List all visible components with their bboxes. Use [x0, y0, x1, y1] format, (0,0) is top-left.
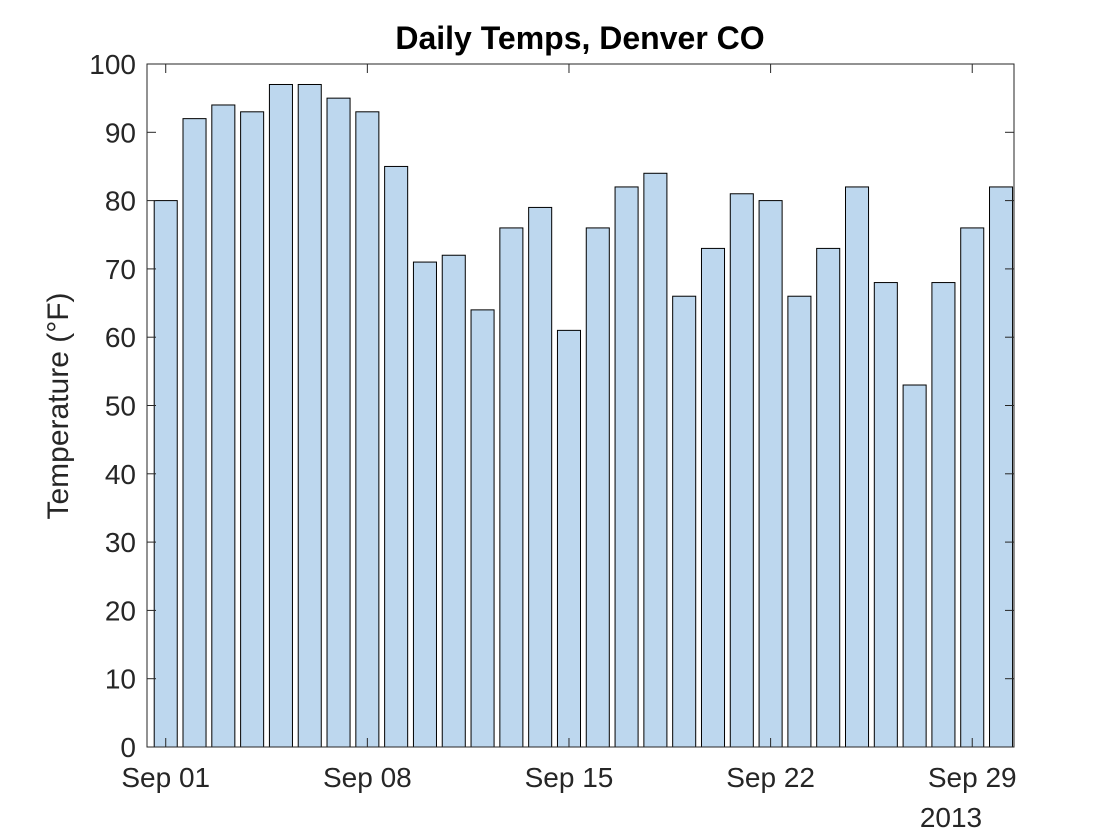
bar: [989, 186, 1014, 748]
bar: [700, 247, 726, 748]
x-tick-label: Sep 08: [323, 762, 412, 793]
bar: [585, 227, 610, 748]
y-tick-label: 60: [105, 322, 136, 353]
y-tick-label: 0: [120, 732, 136, 763]
y-tick-label: 30: [105, 527, 136, 558]
bar: [326, 97, 351, 748]
x-tick-label: Sep 15: [525, 762, 614, 793]
x-tick-labels: Sep 01 Sep 08 Sep 15 Sep 22 Sep 29: [121, 762, 1016, 793]
bar: [643, 172, 668, 748]
bar: [470, 309, 495, 748]
y-tick-labels: 0 10 20 30 40 50 60 70 80 90 100: [89, 49, 136, 763]
y-tick-label: 50: [105, 391, 136, 422]
bar: [931, 282, 956, 748]
y-tick-label: 80: [105, 186, 136, 217]
y-tick-label: 90: [105, 117, 136, 148]
x-tick-label: Sep 29: [928, 762, 1017, 793]
bar: [240, 111, 265, 748]
bar: [528, 206, 553, 748]
y-tick-label: 40: [105, 459, 136, 490]
bar: [268, 83, 293, 748]
bar: [297, 83, 322, 748]
y-tick-label: 70: [105, 254, 136, 285]
y-tick-label: 20: [105, 595, 136, 626]
bar: [556, 329, 582, 748]
y-tick-label: 100: [89, 49, 136, 80]
bar: [153, 200, 178, 748]
bar: [845, 186, 870, 748]
bar: [441, 254, 466, 748]
bar: [614, 186, 639, 748]
bar: [960, 227, 985, 748]
bar: [211, 104, 236, 748]
bar: [729, 193, 754, 748]
x-tick-label: Sep 01: [121, 762, 210, 793]
bar: [873, 282, 898, 748]
bar: [384, 165, 409, 748]
bar: [499, 227, 524, 748]
x-year-label: 2013: [920, 802, 982, 833]
bar: [902, 384, 927, 748]
bar: [412, 261, 437, 748]
y-tick-label: 10: [105, 664, 136, 695]
chart-title: Daily Temps, Denver CO: [395, 20, 764, 56]
bar: [758, 200, 783, 748]
bar: [182, 118, 207, 748]
bar: [787, 295, 812, 748]
bar: [355, 111, 380, 748]
x-tick-label: Sep 22: [726, 762, 815, 793]
bar-series: [153, 83, 1014, 748]
axes: [146, 63, 1015, 748]
y-axis-label: Temperature (°F): [42, 292, 75, 519]
bar: [672, 295, 697, 748]
bar: [816, 247, 841, 748]
